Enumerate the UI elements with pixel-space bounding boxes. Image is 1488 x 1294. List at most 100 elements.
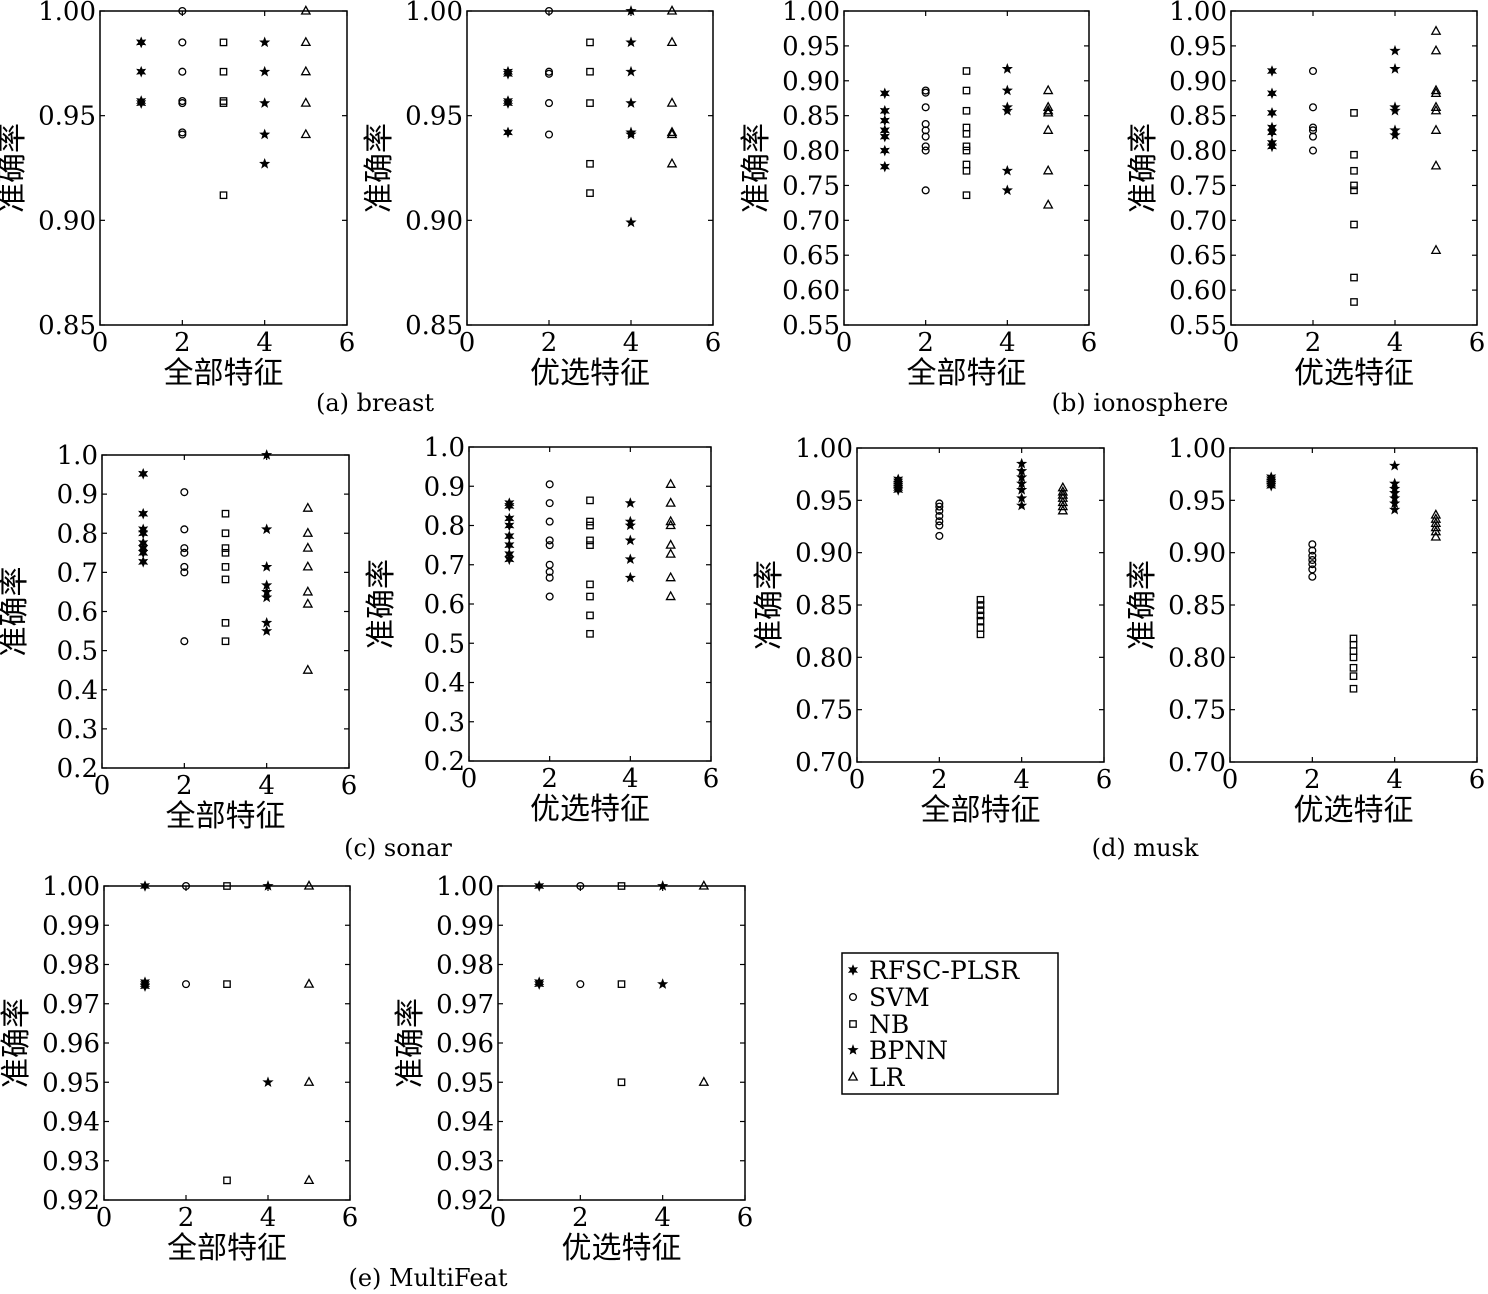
y-tick-label: 0.4 — [57, 676, 98, 706]
data-point-svm — [921, 142, 930, 151]
y-axis-label: 准确率 — [364, 559, 399, 649]
x-tick-label: 0 — [1223, 328, 1240, 358]
x-tick-label: 4 — [260, 1203, 277, 1233]
data-point-svm — [544, 6, 554, 16]
y-tick-label: 0.75 — [782, 171, 840, 201]
data-point-svm — [178, 6, 187, 16]
data-point-rfsc-plsr — [1267, 140, 1277, 153]
data-point-svm — [181, 881, 191, 891]
data-point-rfsc-plsr — [136, 65, 147, 78]
data-point-svm — [180, 568, 189, 577]
y-tick-label: 0.75 — [1168, 696, 1226, 726]
data-point-bpnn — [624, 497, 636, 508]
y-tick-label: 0.97 — [436, 990, 494, 1020]
data-point-bpnn — [261, 523, 273, 535]
data-point-bpnn — [261, 449, 273, 460]
data-point-svm — [921, 88, 930, 97]
data-point-svm — [935, 521, 944, 530]
y-tick-label: 0.93 — [436, 1147, 494, 1177]
data-point-svm — [178, 99, 187, 108]
y-tick-label: 0.9 — [57, 480, 98, 510]
data-point-lr — [665, 478, 676, 488]
data-point-rfsc-plsr — [534, 978, 545, 990]
legend-label-bpnn: BPNN — [869, 1036, 948, 1065]
data-point-nb — [586, 541, 594, 549]
y-tick-label: 0.98 — [42, 951, 100, 981]
legend: RFSC-PLSR SVM NB BPNN LR — [841, 952, 1059, 1095]
data-point-rfsc-plsr — [1267, 107, 1277, 119]
data-point-nb — [221, 618, 230, 627]
data-point-nb — [962, 191, 971, 200]
data-point-rfsc-plsr — [136, 36, 147, 49]
y-tick-label: 0.90 — [795, 539, 853, 569]
y-tick-label: 0.70 — [1169, 206, 1227, 236]
y-tick-label: 0.80 — [795, 643, 853, 673]
y-tick-label: 0.55 — [1169, 311, 1227, 341]
y-tick-label: 0.4 — [424, 669, 465, 699]
x-tick-label: 4 — [623, 328, 640, 358]
data-point-svm — [545, 592, 554, 601]
data-point-nb — [1350, 181, 1358, 190]
data-point-nb — [586, 496, 594, 505]
x-tick-label: 0 — [1222, 765, 1239, 795]
x-tick-label: 0 — [490, 1203, 507, 1233]
data-point-nb — [586, 521, 594, 530]
data-point-rfsc-plsr — [879, 130, 890, 143]
y-tick-label: 0.90 — [38, 206, 96, 236]
x-axis-label: 全部特征 — [907, 356, 1027, 391]
plot-frame — [99, 10, 348, 326]
data-point-nb — [1349, 647, 1358, 655]
y-tick-label: 1.00 — [436, 872, 494, 902]
y-tick-label: 1.00 — [1168, 434, 1226, 464]
data-point-rfsc-plsr — [1267, 87, 1277, 100]
data-point-rfsc-plsr — [138, 507, 149, 520]
data-point-lr — [303, 1174, 315, 1185]
x-axis-label: 优选特征 — [562, 1231, 682, 1266]
x-tick-label: 4 — [999, 328, 1016, 358]
data-point-svm — [576, 980, 585, 989]
x-tick-label: 6 — [339, 328, 356, 358]
x-tick-label: 2 — [176, 771, 193, 801]
data-point-bpnn — [624, 534, 636, 546]
data-point-bpnn — [1001, 164, 1013, 176]
plot-breast-selected-features: 0.85 0.90 0.95 1.00 0 2 4 6 优选特征 准确率 — [362, 0, 721, 391]
y-tick-label: 1.0 — [57, 441, 98, 471]
y-tick-label: 0.80 — [1168, 643, 1226, 673]
data-point-bpnn — [1389, 63, 1401, 74]
data-point-lr — [666, 97, 678, 107]
data-point-svm — [178, 67, 187, 76]
x-tick-label: 2 — [931, 765, 948, 795]
data-point-lr — [698, 880, 710, 890]
data-point-nb — [1349, 653, 1358, 662]
x-tick-label: 6 — [703, 764, 720, 794]
x-tick-label: 6 — [1081, 328, 1098, 358]
data-point-bpnn — [1001, 104, 1013, 116]
data-point-bpnn — [625, 97, 637, 108]
data-point-lr — [1042, 104, 1054, 115]
data-point-nb — [586, 517, 594, 526]
x-tick-label: 2 — [541, 764, 558, 794]
data-point-lr — [665, 519, 676, 530]
x-tick-label: 4 — [654, 1203, 671, 1233]
data-point-nb — [586, 38, 594, 47]
data-point-nb — [976, 630, 985, 639]
data-point-lr — [303, 1076, 315, 1086]
x-axis-label: 全部特征 — [167, 1231, 287, 1266]
data-point-nb — [962, 160, 971, 169]
y-axis-label: 准确率 — [1126, 123, 1161, 213]
data-point-rfsc-plsr — [503, 97, 513, 109]
y-axis-label: 准确率 — [739, 123, 774, 213]
data-point-nb — [962, 146, 971, 155]
y-tick-label: 0.80 — [1169, 137, 1227, 167]
data-point-svm — [544, 69, 554, 78]
plot-frame — [1229, 447, 1478, 763]
data-point-nb — [962, 67, 971, 75]
legend-marker-rfsc-plsr — [848, 964, 858, 976]
data-point-lr — [302, 542, 314, 552]
data-point-svm — [180, 544, 189, 553]
x-tick-label: 2 — [174, 328, 191, 358]
data-point-nb — [586, 536, 594, 545]
y-tick-label: 0.95 — [782, 32, 840, 62]
data-point-svm — [921, 186, 930, 195]
plot-sonar-selected-features: 0.2 0.3 0.4 0.5 0.6 0.7 0.8 0.9 1.0 0 2 4 6 优选特征 准确率 — [364, 433, 719, 827]
